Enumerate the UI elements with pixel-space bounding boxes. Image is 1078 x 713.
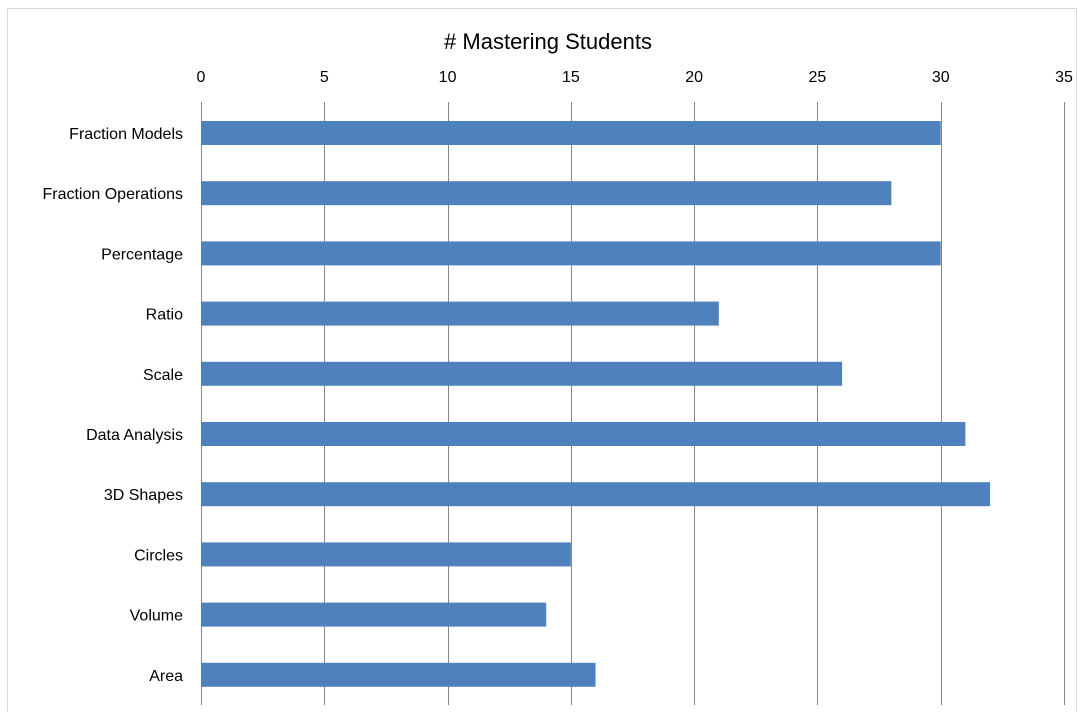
bar bbox=[201, 422, 966, 446]
bar bbox=[201, 542, 571, 567]
category-label: Percentage bbox=[101, 246, 183, 263]
x-tick-label: 25 bbox=[809, 69, 827, 86]
x-tick-label: 30 bbox=[932, 69, 950, 86]
x-tick-label: 35 bbox=[1055, 69, 1073, 86]
category-label: Ratio bbox=[146, 307, 183, 324]
bar bbox=[201, 482, 991, 507]
category-label: Fraction Operations bbox=[42, 186, 183, 203]
bar bbox=[201, 662, 596, 687]
category-label: Fraction Models bbox=[69, 126, 183, 143]
x-tick-label: 10 bbox=[439, 69, 457, 86]
x-axis-ticks: 0 5 10 15 20 25 30 35 bbox=[197, 69, 1073, 86]
category-label: Circles bbox=[134, 547, 183, 564]
category-label: Area bbox=[149, 668, 183, 685]
x-tick-label: 15 bbox=[562, 69, 580, 86]
x-tick-label: 0 bbox=[197, 69, 206, 86]
category-label: Volume bbox=[130, 608, 183, 625]
bar bbox=[201, 241, 941, 266]
x-tick-label: 20 bbox=[685, 69, 703, 86]
chart-title: # Mastering Students bbox=[444, 29, 652, 54]
bar bbox=[201, 181, 892, 206]
bar bbox=[201, 361, 843, 386]
category-label: 3D Shapes bbox=[104, 487, 183, 504]
category-label: Scale bbox=[143, 367, 183, 384]
bars bbox=[201, 121, 991, 687]
category-label: Data Analysis bbox=[86, 427, 183, 444]
x-tick-label: 5 bbox=[320, 69, 329, 86]
bar bbox=[201, 301, 719, 326]
bar bbox=[201, 602, 547, 627]
bar bbox=[201, 121, 941, 145]
category-labels: Fraction Models Fraction Operations Percen… bbox=[42, 126, 183, 685]
